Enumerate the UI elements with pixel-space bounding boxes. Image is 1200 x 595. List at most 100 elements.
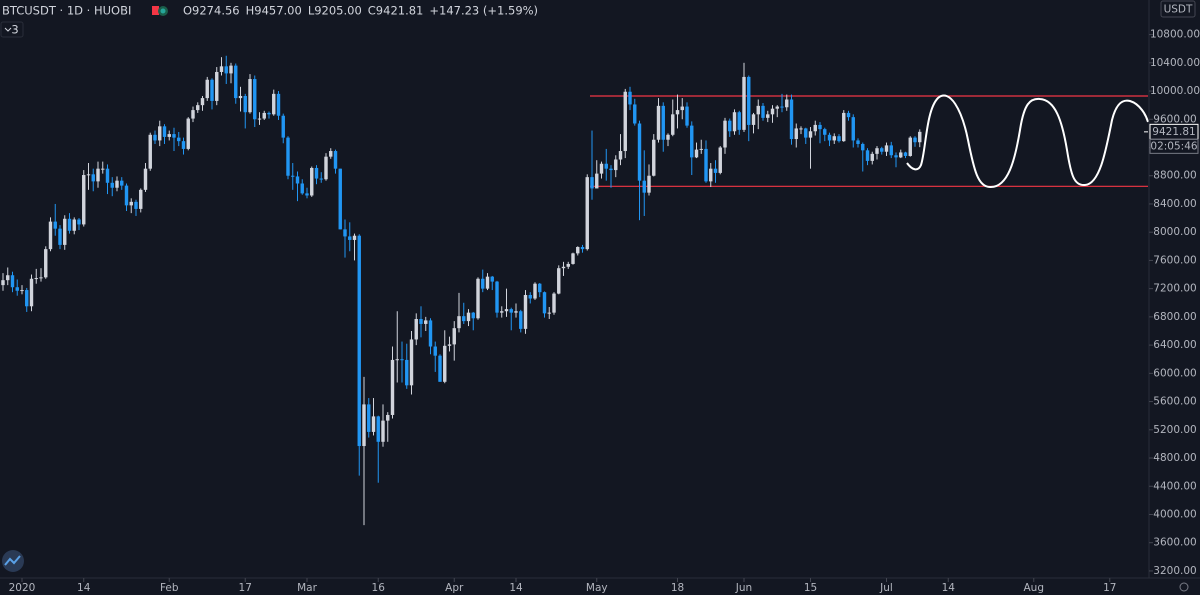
ohlc-value: C9421.81 (368, 4, 424, 18)
candle-body (101, 168, 105, 170)
candle-body (737, 112, 741, 130)
candle-body (124, 185, 129, 206)
candle-body (343, 229, 347, 237)
candle-body (542, 292, 547, 314)
candle-body (609, 168, 613, 171)
status-dot-inner (160, 8, 166, 14)
candle-body (547, 312, 551, 314)
ohlc-value: L9205.00 (308, 4, 362, 18)
candle-body (519, 311, 523, 329)
candle-body (533, 283, 537, 299)
candle-body (675, 110, 680, 115)
candle-body (58, 228, 62, 245)
candle-body (504, 309, 509, 312)
candle-body (25, 290, 29, 307)
candle-body (53, 221, 57, 229)
y-tick-label: 10000.00 (1150, 85, 1200, 97)
settings-icon[interactable] (1179, 582, 1189, 592)
candle-body (167, 134, 171, 137)
candle-body (348, 236, 352, 240)
candle-body (234, 65, 238, 99)
candle-body (552, 293, 556, 313)
indicators-count[interactable]: 3 (11, 23, 18, 37)
candle-body (462, 316, 466, 322)
candle-body (870, 153, 874, 161)
candle-body (884, 145, 889, 152)
candle-body (780, 106, 784, 108)
candle-body (633, 104, 637, 124)
candle-body (324, 156, 328, 180)
candle-body (143, 168, 148, 190)
candle-body (86, 174, 91, 176)
candle-body (134, 201, 138, 209)
candle-body (276, 93, 281, 116)
candle-body (390, 359, 395, 415)
x-tick-label: Feb (160, 582, 179, 594)
y-tick-label: 7200.00 (1153, 283, 1196, 295)
candle-body (680, 106, 684, 111)
candle-body (115, 180, 119, 188)
candle-body (376, 416, 380, 442)
candle-body (652, 139, 656, 176)
candle-body (219, 66, 224, 72)
candle-body (832, 136, 836, 141)
currency-box[interactable] (1160, 0, 1196, 18)
axes: 3200.00 3600.00 4000.00 4400.00 4800.00 5200.… (9, 29, 1200, 594)
candle-body (699, 148, 703, 150)
y-tick-label: 5600.00 (1153, 396, 1196, 408)
candle-body (291, 175, 295, 177)
candle-body (452, 328, 456, 345)
y-tick-label: 10400.00 (1150, 57, 1200, 69)
candle-body (709, 168, 713, 182)
candle-body (804, 128, 808, 138)
candle-body (903, 152, 908, 156)
candle-body (713, 168, 718, 173)
x-tick-label: 14 (942, 582, 956, 594)
candle-body (557, 268, 561, 294)
x-tick-label: 16 (372, 582, 386, 594)
candle-body (514, 311, 518, 313)
candle-body (319, 178, 323, 180)
logo[interactable] (2, 550, 24, 572)
candle-body (419, 318, 423, 324)
candle-body (314, 167, 319, 179)
x-tick-label: 17 (239, 582, 252, 594)
candle-body (756, 105, 760, 115)
candle-body (523, 294, 528, 329)
candle-body (595, 173, 599, 189)
candle-body (861, 143, 865, 151)
candle-body (177, 137, 181, 142)
candle-body (267, 112, 271, 115)
candle-body (386, 414, 390, 421)
currency-label[interactable]: USDT (1164, 4, 1193, 16)
candle-body (770, 108, 775, 115)
candle-body (628, 91, 632, 105)
candle-body (694, 149, 699, 158)
candle-body (576, 247, 580, 254)
candle-body (794, 128, 798, 140)
x-tick-label: Jun (735, 582, 752, 594)
candle-body (685, 106, 689, 126)
candle-body (742, 76, 746, 130)
candle-body (367, 404, 371, 432)
candle-body (262, 112, 266, 119)
y-tick-label: 5200.00 (1153, 424, 1196, 436)
candle-body (352, 235, 357, 240)
candle-body (846, 112, 851, 118)
indicators-toggle[interactable] (0, 21, 24, 38)
candle-body (747, 76, 751, 125)
candle-body (105, 168, 110, 183)
candle-body (286, 137, 290, 176)
candle-body (899, 152, 903, 158)
y-tick-label: 4000.00 (1153, 508, 1196, 520)
candle-body (148, 134, 152, 169)
candle-body (433, 346, 437, 356)
candle-body (880, 148, 884, 152)
candle-body (775, 106, 779, 109)
flag-icon[interactable] (152, 6, 159, 15)
candle-body (329, 151, 333, 157)
y-tick-label: 8400.00 (1153, 198, 1196, 210)
candle-body (63, 218, 67, 245)
candle-body (172, 134, 176, 138)
candle-body (561, 266, 566, 269)
